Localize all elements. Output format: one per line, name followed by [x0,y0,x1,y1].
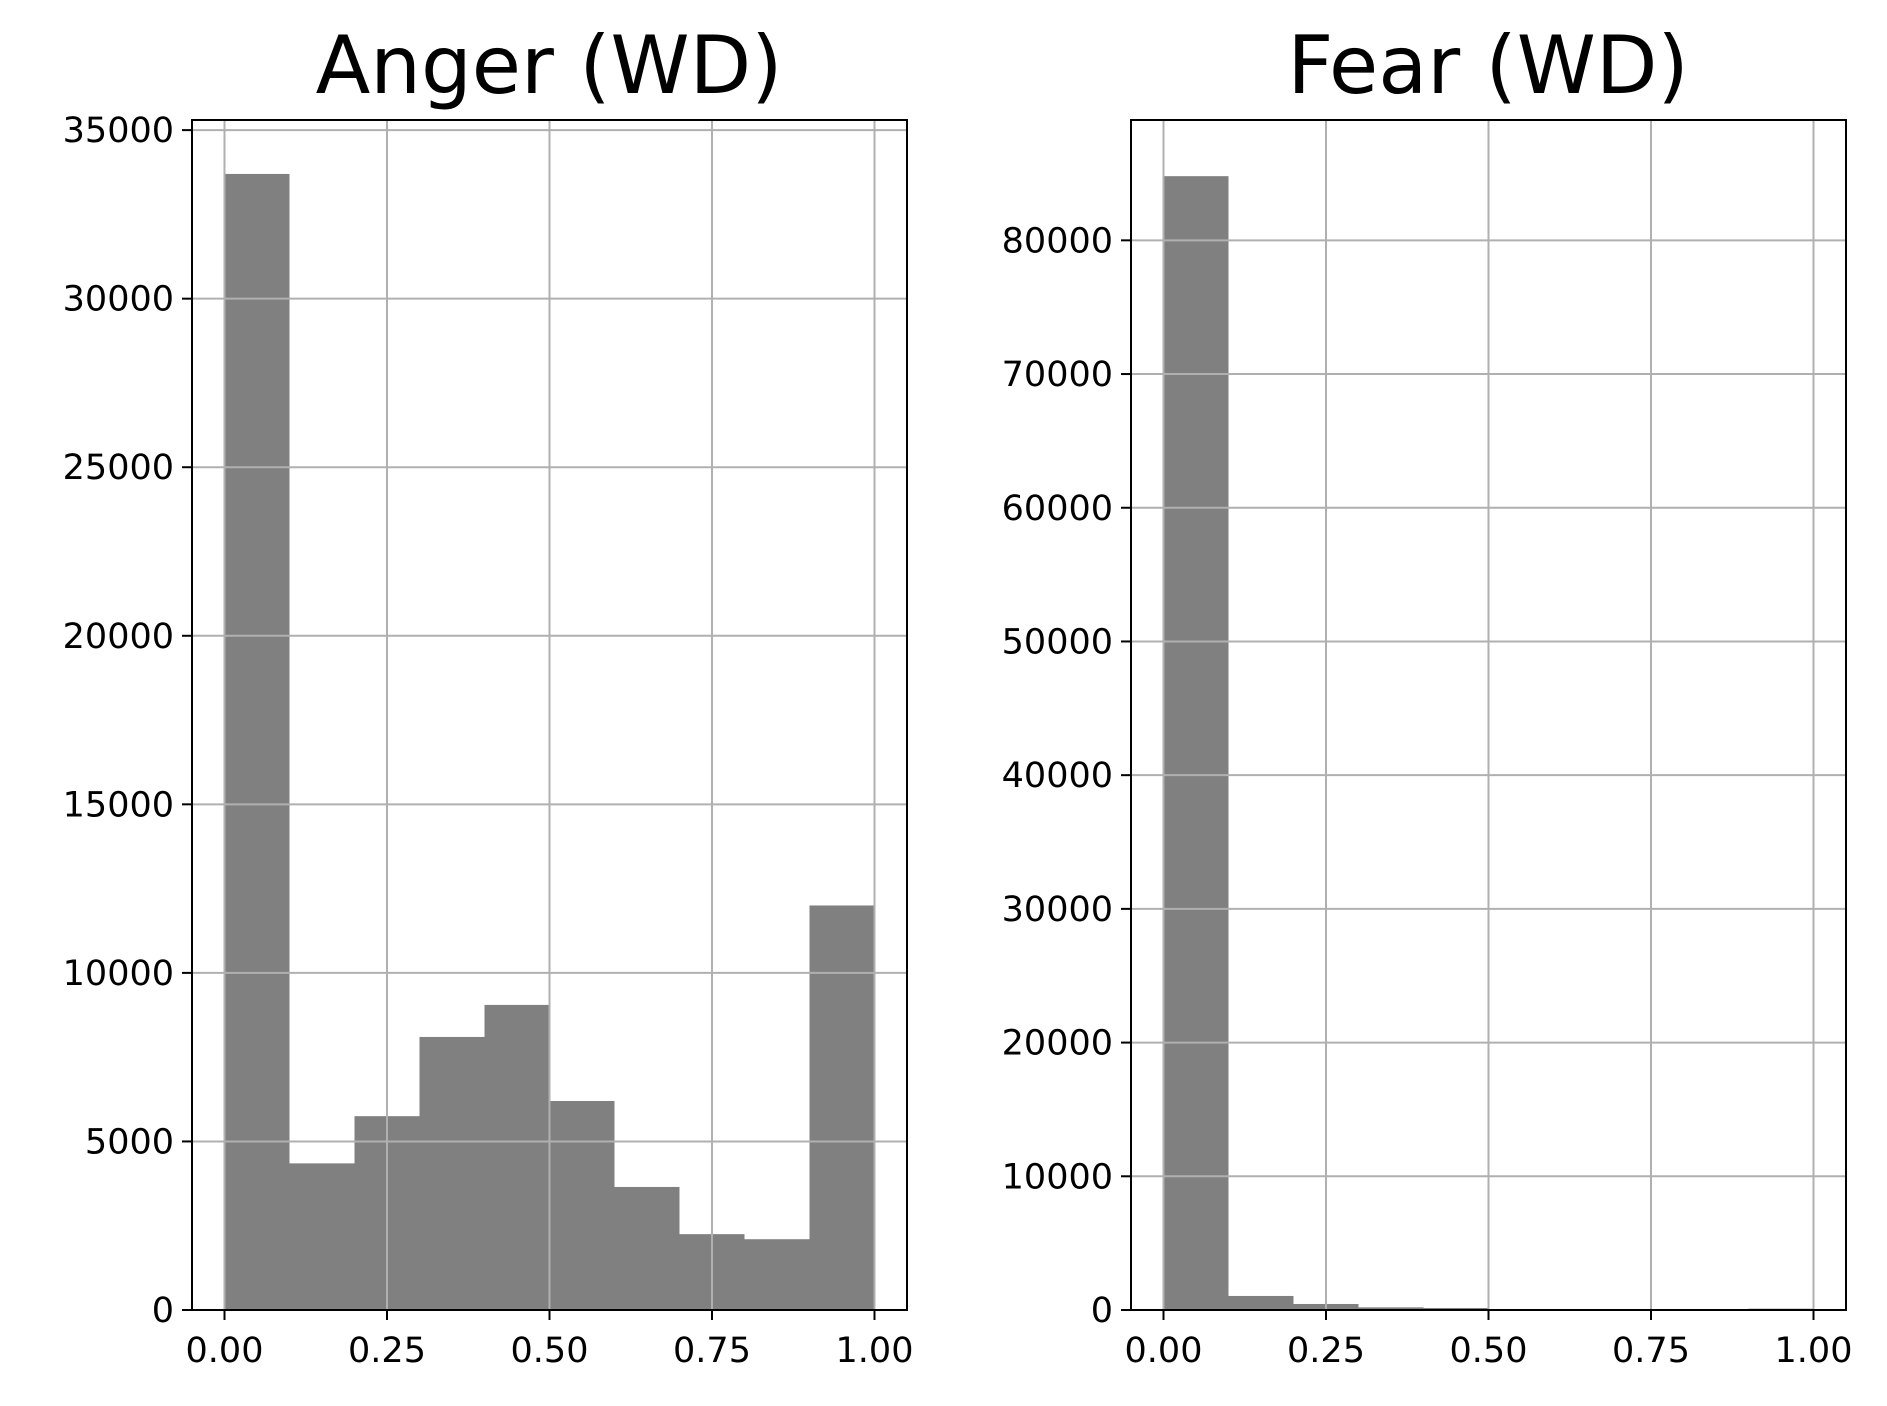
histogram-bar [1163,176,1229,1310]
x-tick-label: 1.00 [1775,1331,1853,1371]
anger-histogram-panel: Anger (WD) 0.00 0.25 0.50 0.75 1.00 0 5000 10000… [63,19,914,1371]
x-tick-label: 0.00 [1125,1331,1203,1371]
x-tick-label: 0.75 [673,1331,751,1371]
y-tick-label: 35000 [63,111,174,151]
x-tick-label: 0.50 [511,1331,589,1371]
x-tick-label: 1.00 [836,1331,914,1371]
histogram-bar [744,1239,810,1310]
y-tick-label: 10000 [1002,1157,1113,1197]
histogram-bar [614,1186,680,1310]
y-tick-label: 20000 [1002,1024,1113,1064]
y-tick-label: 30000 [63,280,174,320]
histogram-bar [1358,1307,1424,1310]
histogram-bar [1228,1295,1294,1310]
x-tick-label: 0.25 [1287,1331,1365,1371]
chart-title: Fear (WD) [1287,19,1688,112]
y-tick-label: 30000 [1002,890,1113,930]
histogram-bar [1423,1307,1489,1310]
x-tick-label: 0.25 [348,1331,426,1371]
y-tick-label: 70000 [1002,355,1113,395]
y-tick-label: 15000 [63,785,174,825]
y-tick-label: 0 [1091,1291,1113,1331]
y-tick-label: 0 [152,1291,174,1331]
histogram-bar [809,905,875,1310]
y-tick-label: 5000 [85,1122,174,1162]
histogram-bar [224,173,290,1310]
histogram-bar [549,1100,615,1310]
chart-title: Anger (WD) [316,19,783,112]
x-tick-label: 0.50 [1450,1331,1528,1371]
fear-histogram-panel: Fear (WD) 0.00 0.25 0.50 0.75 1.00 0 10000 20000… [1002,19,1853,1371]
y-tick-label: 80000 [1002,221,1113,261]
x-tick-label: 0.75 [1612,1331,1690,1371]
y-tick-label: 40000 [1002,756,1113,796]
y-tick-label: 25000 [63,448,174,488]
histogram-bar [289,1163,355,1310]
x-tick-label: 0.00 [186,1331,264,1371]
y-tick-label: 20000 [63,617,174,657]
y-tick-label: 50000 [1002,622,1113,662]
y-tick-label: 60000 [1002,489,1113,529]
histogram-bar [484,1004,550,1310]
histogram-bar [419,1036,485,1310]
y-tick-label: 10000 [63,954,174,994]
